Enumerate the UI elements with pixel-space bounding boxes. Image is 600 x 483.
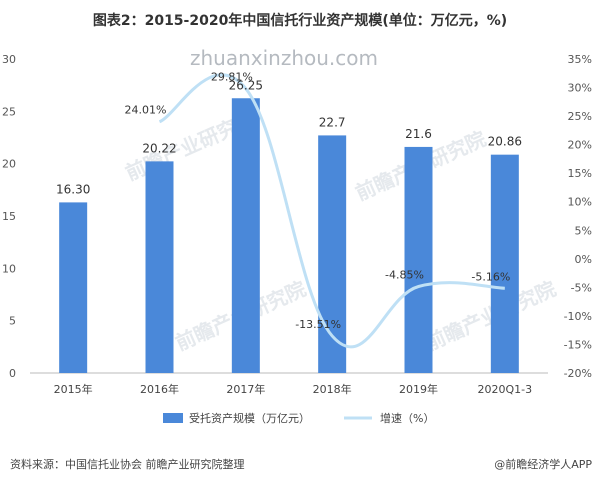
y-left-tick-label: 25 (2, 105, 16, 118)
y-left-tick-label: 15 (2, 210, 16, 223)
bar (231, 98, 260, 373)
y-left-tick-label: 5 (9, 315, 16, 328)
bar (318, 135, 347, 373)
x-tick-label: 2015年 (54, 382, 93, 396)
line-value-label: -13.51% (295, 318, 341, 331)
y-left-tick-label: 20 (2, 158, 16, 171)
line-value-label: -4.85% (385, 269, 424, 282)
x-tick-label: 2017年 (226, 382, 265, 396)
y-right-tick-label: 5% (575, 224, 592, 237)
y-right-tick-label: 20% (568, 139, 592, 152)
x-tick-label: 2019年 (399, 382, 438, 396)
y-right-tick-label: -5% (571, 281, 592, 294)
bar-value-label: 16.30 (56, 182, 90, 196)
legend-line-label: 增速（%） (380, 411, 434, 425)
growth-line (158, 73, 505, 349)
y-left-tick-label: 0 (9, 367, 16, 380)
bar-value-label: 21.6 (405, 127, 432, 141)
bar (490, 154, 519, 373)
y-right-tick-label: 25% (568, 110, 592, 123)
source-note: 资料来源：中国信托业协会 前瞻产业研究院整理 (10, 458, 245, 471)
y-right-tick-label: 15% (568, 167, 592, 180)
bar (59, 202, 88, 373)
chart-title: 图表2：2015-2020年中国信托行业资产规模(单位：万亿元，%) (92, 13, 508, 29)
x-tick-label: 2020Q1-3 (478, 383, 533, 396)
bar-value-label: 26.25 (229, 78, 263, 92)
x-tick-label: 2016年 (140, 382, 179, 396)
legend-bar-label: 受托资产规模（万亿元） (189, 411, 310, 425)
legend-bar-swatch (163, 413, 183, 423)
y-left-tick-label: 10 (2, 262, 16, 275)
y-right-tick-label: 30% (568, 82, 592, 95)
bar (145, 161, 174, 373)
bar (404, 146, 433, 373)
line-value-label: 24.01% (125, 104, 167, 117)
line-value-label: -5.16% (471, 270, 510, 283)
y-right-tick-label: -20% (564, 367, 592, 380)
bar-value-label: 22.7 (319, 115, 346, 129)
y-right-tick-label: 10% (568, 196, 592, 209)
y-left-tick-label: 30 (2, 53, 16, 66)
bar-value-label: 20.22 (142, 141, 176, 155)
y-right-tick-label: 35% (568, 53, 592, 66)
y-right-tick-label: -10% (564, 310, 592, 323)
brand-credit: @前瞻经济学人APP (494, 458, 592, 471)
x-tick-label: 2018年 (313, 382, 352, 396)
y-right-tick-label: -15% (564, 338, 592, 351)
line-value-label: 29.81% (211, 71, 253, 84)
y-right-tick-label: 0% (575, 253, 592, 266)
bar-value-label: 20.86 (488, 135, 522, 149)
